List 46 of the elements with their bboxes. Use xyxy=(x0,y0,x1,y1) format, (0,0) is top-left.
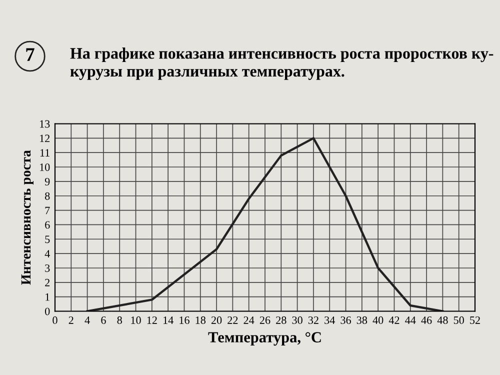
x-tick-label: 0 xyxy=(52,316,58,324)
y-tick-label: 6 xyxy=(45,221,50,229)
y-tick-label: 7 xyxy=(45,206,50,214)
y-tick-label: 5 xyxy=(45,236,50,244)
x-tick-label: 44 xyxy=(405,316,416,324)
x-tick-label: 14 xyxy=(164,316,174,324)
text: 7 xyxy=(26,48,34,61)
x-tick-label: 28 xyxy=(276,316,286,324)
y-tick-label: 3 xyxy=(45,264,50,272)
x-tick-label: 36 xyxy=(340,316,351,324)
x-tick-label: 30 xyxy=(292,316,302,324)
x-tick-label: 38 xyxy=(356,316,368,324)
y-tick-label: 1 xyxy=(46,293,50,301)
x-tick-label: 46 xyxy=(421,316,432,324)
chart-title: На графике показана интенсивность роста проростков ку- курузы при различных температурах. xyxy=(70,48,494,80)
y-tick-label: 9 xyxy=(44,178,50,186)
y-tick-label: 13 xyxy=(40,120,50,128)
y-tick-label: 8 xyxy=(45,192,50,200)
x-tick-label: 18 xyxy=(196,316,206,324)
x-tick-label: 12 xyxy=(147,316,157,324)
x-tick-label: 20 xyxy=(211,316,222,324)
x-tick-label: 50 xyxy=(454,316,464,324)
x-tick-label: 32 xyxy=(308,316,318,324)
x-tick-label: 2 xyxy=(68,316,74,324)
y-tick-label: 0 xyxy=(45,308,50,316)
x-tick-label: 10 xyxy=(131,316,141,324)
x-tick-label: 42 xyxy=(388,316,400,324)
x-tick-label: 52 xyxy=(470,316,480,324)
y-axis-title: Интенсивность роста xyxy=(21,150,34,285)
x-tick-label: 4 xyxy=(84,316,90,324)
y-tick-label: 4 xyxy=(44,250,50,258)
x-tick-label: 26 xyxy=(260,316,270,324)
x-tick-label: 48 xyxy=(437,316,448,324)
x-tick-label: 8 xyxy=(117,316,122,324)
y-tick-label: 10 xyxy=(40,163,50,171)
y-tick-label: 2 xyxy=(45,278,50,286)
line-series xyxy=(86,137,444,312)
x-tick-label: 16 xyxy=(180,316,190,324)
x-tick-label: 24 xyxy=(244,316,254,324)
x-tick-label: 34 xyxy=(324,316,335,324)
x-tick-label: 40 xyxy=(372,316,384,324)
x-tick-label: 6 xyxy=(101,316,106,324)
y-tick-label: 11 xyxy=(40,149,50,156)
y-tick-label: 12 xyxy=(40,134,50,142)
x-tick-label: 22 xyxy=(228,316,238,324)
x-axis-title: Температура, °C xyxy=(208,332,321,346)
